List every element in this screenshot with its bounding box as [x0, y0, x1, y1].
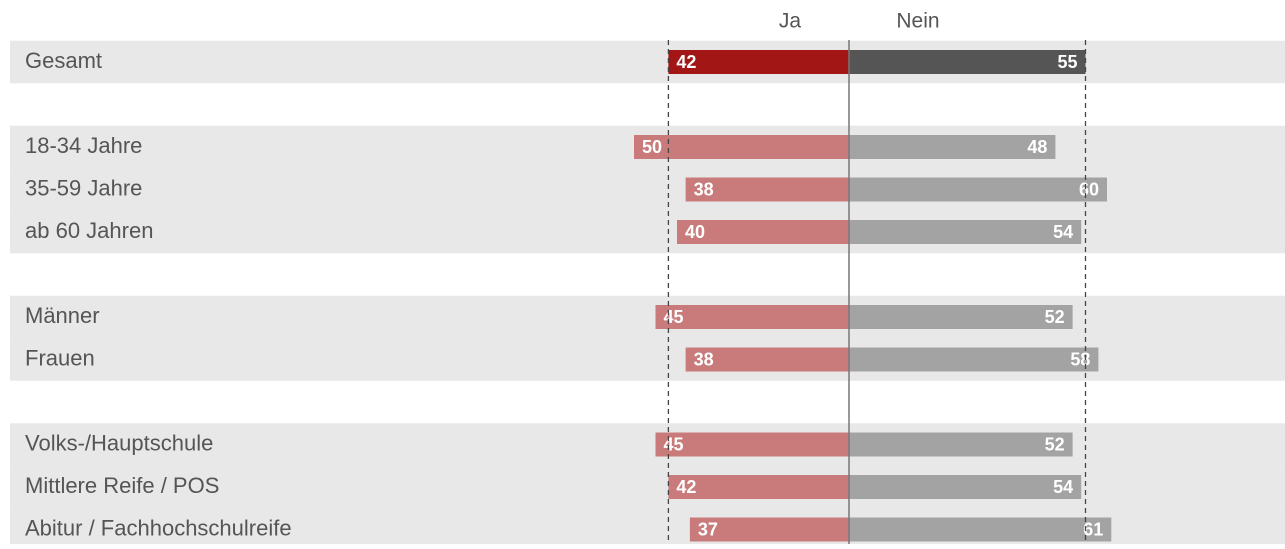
category-label: Frauen	[25, 345, 95, 370]
row-band	[10, 40, 1285, 84]
value-label: 45	[664, 307, 684, 327]
value-label: 54	[1053, 222, 1073, 242]
value-label: 40	[685, 222, 705, 242]
value-label: 42	[676, 477, 696, 497]
value-label: 50	[642, 137, 662, 157]
category-label: Volks-/Hauptschule	[25, 430, 213, 455]
legend-label: Nein	[896, 10, 939, 33]
value-label: 55	[1057, 52, 1077, 72]
category-label: Mittlere Reife / POS	[25, 473, 219, 498]
bar	[668, 475, 849, 499]
category-label: Gesamt	[25, 48, 102, 73]
value-label: 37	[698, 519, 718, 539]
bar	[849, 517, 1112, 542]
row-band	[10, 210, 1285, 254]
category-label: 18-34 Jahre	[25, 133, 142, 158]
bar	[849, 347, 1099, 372]
bar	[677, 220, 849, 244]
bar	[634, 135, 849, 159]
bar	[849, 135, 1056, 159]
bar	[655, 305, 849, 329]
bar	[689, 517, 849, 542]
category-label: Männer	[25, 303, 100, 328]
bar	[655, 432, 849, 457]
value-label: 38	[694, 349, 714, 369]
value-label: 61	[1083, 519, 1103, 539]
row-band	[10, 295, 1285, 339]
bar	[685, 177, 849, 202]
category-label: ab 60 Jahren	[25, 218, 153, 243]
bar	[685, 347, 849, 372]
category-label: 35-59 Jahre	[25, 175, 142, 200]
value-label: 52	[1045, 434, 1065, 454]
bar	[849, 50, 1086, 74]
value-label: 42	[676, 52, 696, 72]
bar	[668, 50, 849, 74]
bar	[849, 220, 1082, 244]
value-label: 45	[664, 434, 684, 454]
value-label: 48	[1027, 137, 1047, 157]
value-label: 58	[1070, 349, 1090, 369]
value-label: 60	[1079, 179, 1099, 199]
value-label: 54	[1053, 477, 1073, 497]
value-label: 52	[1045, 307, 1065, 327]
bar	[849, 177, 1107, 202]
category-label: Abitur / Fachhochschulreife	[25, 515, 292, 540]
legend-label: Ja	[779, 10, 802, 33]
bar	[849, 432, 1073, 457]
bar	[849, 475, 1082, 499]
value-label: 38	[694, 179, 714, 199]
bar	[849, 305, 1073, 329]
